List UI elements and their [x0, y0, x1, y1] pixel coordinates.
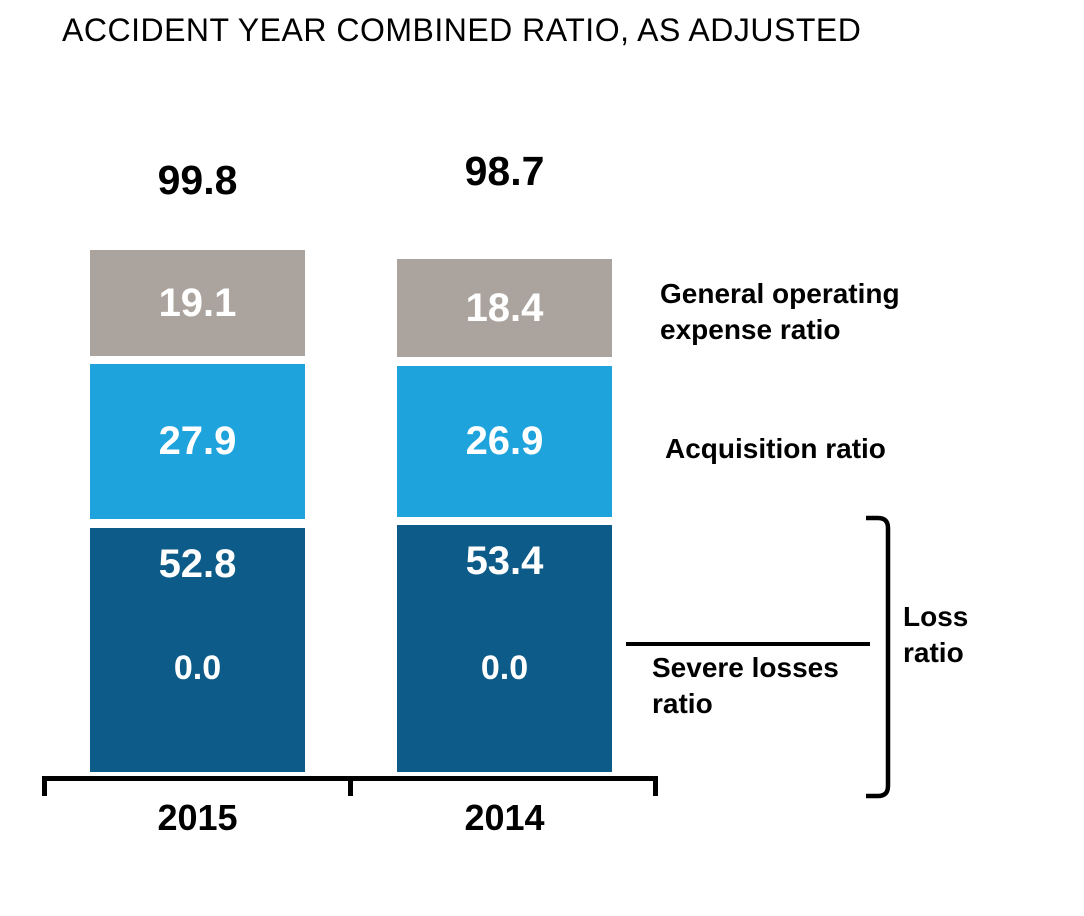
- legend-loss-ratio: Loss ratio: [903, 601, 969, 668]
- segment-value: 53.4: [465, 539, 544, 583]
- x-axis-tick-right: [653, 776, 658, 796]
- x-axis-label-2015: 2015: [157, 797, 238, 838]
- segment-value: 19.1: [158, 280, 237, 325]
- bar-2015-segment-acquisition: 27.9: [90, 364, 305, 519]
- x-axis-label-2014: 2014: [464, 797, 545, 838]
- x-axis-tick-left: [42, 776, 47, 796]
- legend-acquisition-ratio: Acquisition ratio: [665, 433, 886, 464]
- x-axis-tick-middle: [348, 776, 353, 796]
- segment-value: 18.4: [465, 285, 544, 330]
- chart-title: ACCIDENT YEAR COMBINED RATIO, AS ADJUSTE…: [62, 12, 862, 48]
- severe-losses-value: 0.0: [480, 649, 529, 687]
- bar-2014-segment-expense: 18.4: [397, 259, 612, 357]
- segment-value: 27.9: [158, 419, 237, 463]
- bar-2015-segment-expense: 19.1: [90, 250, 305, 356]
- loss-ratio-bracket: [866, 515, 891, 799]
- bar-2015-segment-loss: 52.8 0.0: [90, 528, 305, 772]
- severe-losses-value: 0.0: [173, 649, 222, 687]
- total-label-2015: 99.8: [157, 157, 238, 203]
- bar-2014-segment-loss: 53.4 0.0: [397, 525, 612, 772]
- segment-value: 26.9: [465, 419, 544, 463]
- total-label-2014: 98.7: [464, 148, 545, 194]
- segment-value: 52.8: [158, 542, 237, 586]
- severe-losses-separator-line: [626, 642, 870, 646]
- bar-2014-segment-acquisition: 26.9: [397, 366, 612, 517]
- legend-severe-losses-ratio: Severe losses ratio: [652, 652, 839, 719]
- legend-general-operating-expense-ratio: General operating expense ratio: [660, 278, 900, 345]
